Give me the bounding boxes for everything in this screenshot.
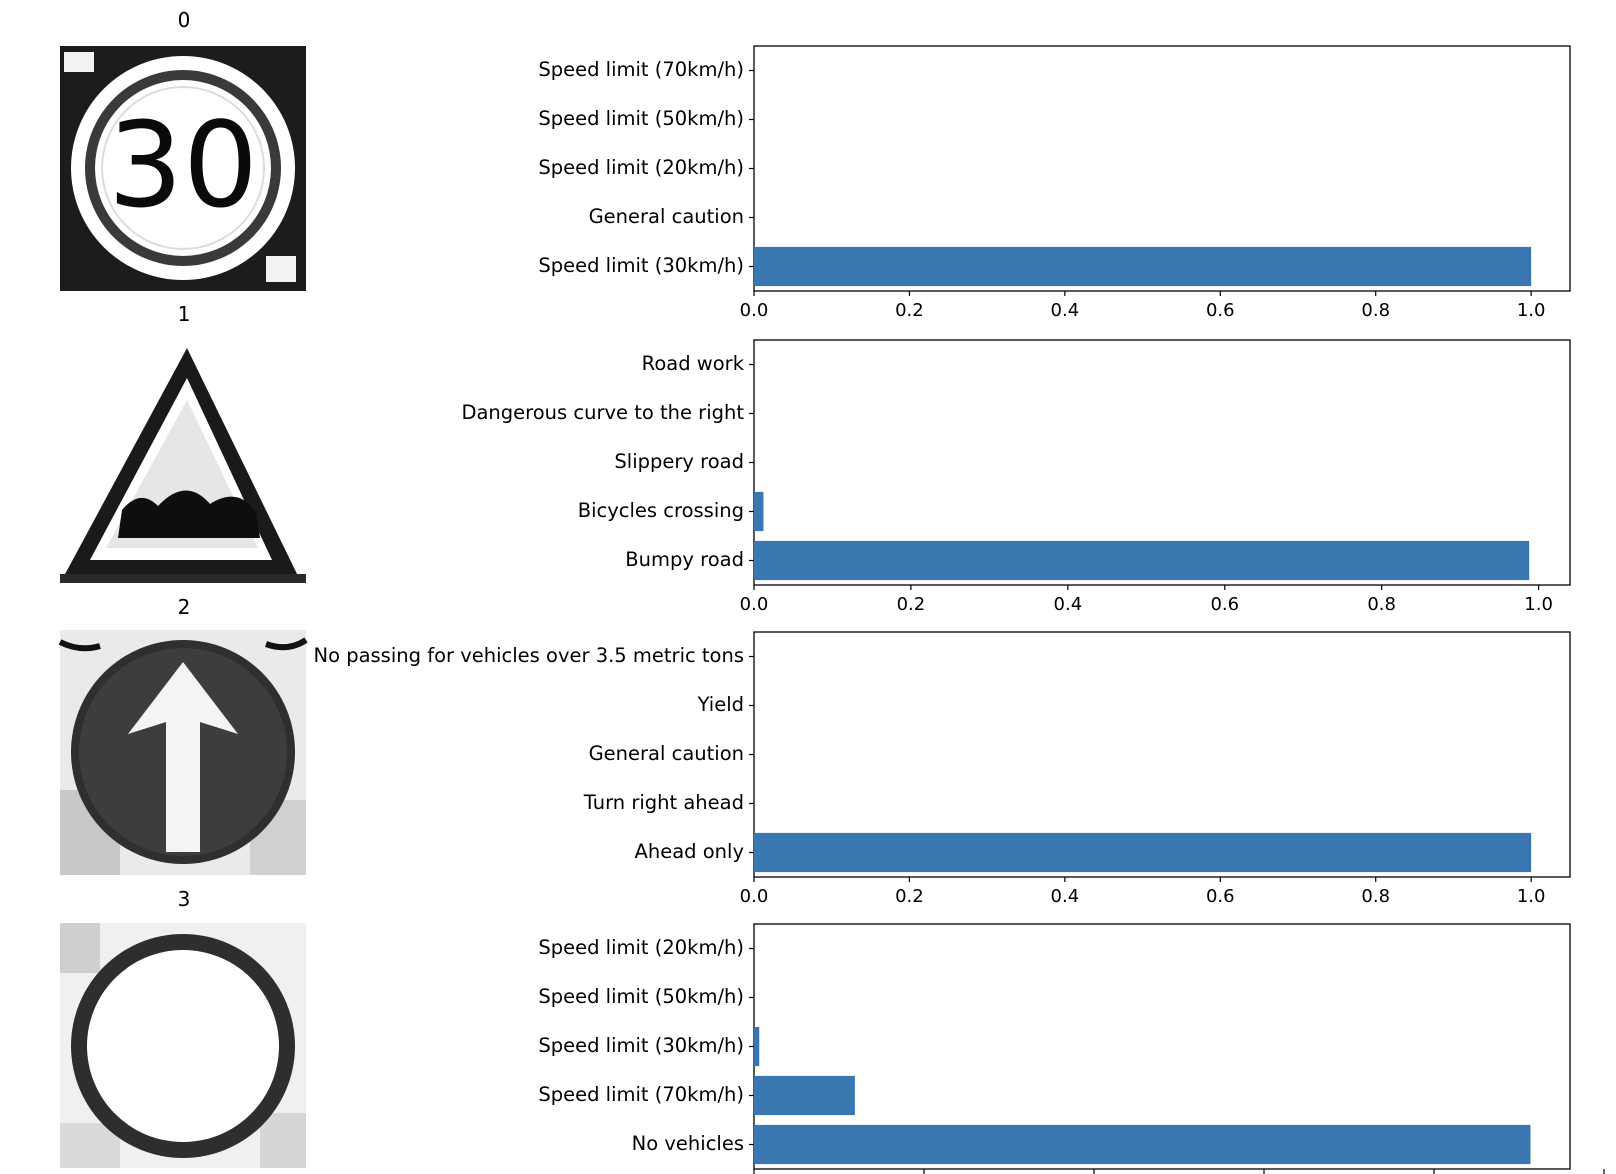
xtick-label: 0.2 xyxy=(895,300,924,321)
category-label: General caution xyxy=(589,742,744,765)
xtick-label: 0.8 xyxy=(1361,886,1390,907)
category-label: No vehicles xyxy=(632,1132,744,1155)
sign-image-1 xyxy=(60,338,306,583)
xtick-label: 0.4 xyxy=(1051,300,1080,321)
xtick-label: 0.6 xyxy=(1206,886,1235,907)
svg-text:30: 30 xyxy=(108,96,258,234)
xtick-label: 1.0 xyxy=(1517,300,1546,321)
xtick-label: 0.0 xyxy=(740,886,769,907)
xtick-label: 0.4 xyxy=(1051,886,1080,907)
bar xyxy=(754,540,1530,581)
chart-0: Speed limit (70km/h) Speed limit (50km/h)… xyxy=(538,45,1571,321)
category-label: Speed limit (50km/h) xyxy=(538,107,744,130)
sign-image-0: 30 xyxy=(60,46,306,291)
xtick-label: 0.8 xyxy=(1361,300,1390,321)
category-label: Speed limit (70km/h) xyxy=(538,58,744,81)
category-label: Bicycles crossing xyxy=(578,499,744,522)
image-title-2: 2 xyxy=(178,595,191,619)
category-label: Speed limit (20km/h) xyxy=(538,936,744,959)
xtick-label: 0.8 xyxy=(1367,594,1396,615)
sign-image-2 xyxy=(58,630,308,875)
category-label: Dangerous curve to the right xyxy=(461,401,744,424)
bar xyxy=(754,832,1532,873)
category-label: Turn right ahead xyxy=(583,791,744,814)
image-title-3: 3 xyxy=(178,887,191,911)
charts: Speed limit (70km/h) Speed limit (50km/h)… xyxy=(313,45,1605,1174)
xtick-label: 0.0 xyxy=(740,594,769,615)
xtick-label: 1.0 xyxy=(1524,594,1553,615)
category-label: Yield xyxy=(697,693,744,716)
xtick-label: 0.6 xyxy=(1210,594,1239,615)
bar xyxy=(754,1075,855,1116)
bar xyxy=(754,1124,1531,1165)
xtick-label: 0.2 xyxy=(897,594,926,615)
category-label: Slippery road xyxy=(614,450,744,473)
category-label: Speed limit (30km/h) xyxy=(538,254,744,277)
image-title-1: 1 xyxy=(178,302,191,326)
chart-2: No passing for vehicles over 3.5 metric … xyxy=(313,631,1571,907)
category-label: Bumpy road xyxy=(625,548,744,571)
xtick-label: 0.4 xyxy=(1054,594,1083,615)
bar xyxy=(754,491,764,532)
xtick-label: 0.0 xyxy=(740,300,769,321)
category-label: Speed limit (20km/h) xyxy=(538,156,744,179)
category-label: General caution xyxy=(589,205,744,228)
category-label: Road work xyxy=(642,352,745,375)
image-title-0: 0 xyxy=(178,8,191,32)
xtick-label: 1.0 xyxy=(1517,886,1546,907)
sign-image-3 xyxy=(60,923,306,1168)
bar xyxy=(754,1026,760,1067)
xtick-label: 0.2 xyxy=(895,886,924,907)
category-label: Speed limit (70km/h) xyxy=(538,1083,744,1106)
xtick-label: 0.6 xyxy=(1206,300,1235,321)
category-label: Ahead only xyxy=(635,840,744,863)
bar xyxy=(754,246,1532,287)
category-label: Speed limit (30km/h) xyxy=(538,1034,744,1057)
chart-3: Speed limit (20km/h) Speed limit (50km/h)… xyxy=(538,923,1605,1174)
category-label: Speed limit (50km/h) xyxy=(538,985,744,1008)
chart-1: Road work Dangerous curve to the right Sli… xyxy=(461,339,1571,615)
category-label: No passing for vehicles over 3.5 metric … xyxy=(313,644,744,667)
